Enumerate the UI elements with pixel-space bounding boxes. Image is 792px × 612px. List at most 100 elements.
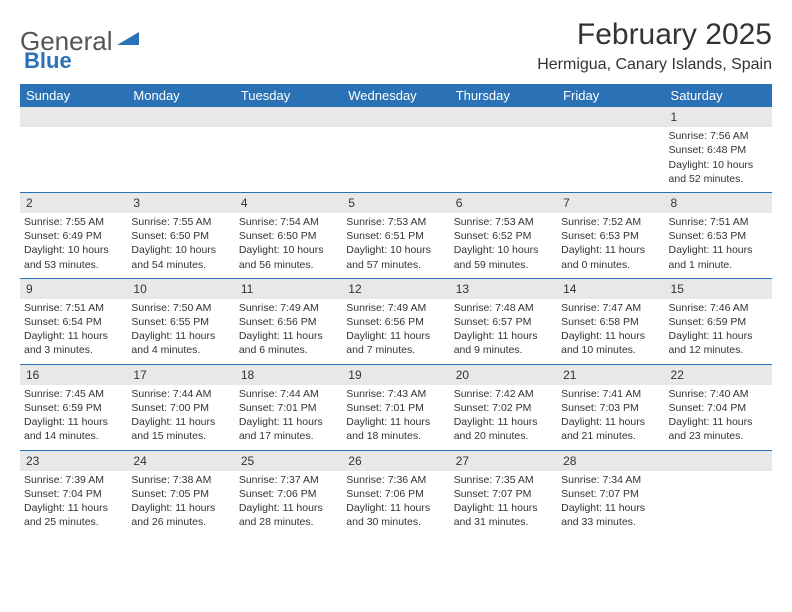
day-cell-line: Daylight: 11 hours and 30 minutes. [346, 501, 445, 529]
day-cell-line: Sunrise: 7:39 AM [24, 473, 123, 487]
logo-mark-icon [117, 21, 139, 52]
day-cell: Sunrise: 7:53 AMSunset: 6:51 PMDaylight:… [342, 213, 449, 278]
day-number: 6 [450, 192, 557, 213]
day-number: 16 [20, 364, 127, 385]
day-cell [557, 127, 664, 192]
day-cell-line: Sunrise: 7:35 AM [454, 473, 553, 487]
day-cell-line: Daylight: 11 hours and 7 minutes. [346, 329, 445, 357]
day-cell-line: Sunset: 6:50 PM [131, 229, 230, 243]
day-number: 14 [557, 278, 664, 299]
day-cell-line: Sunset: 6:48 PM [669, 143, 768, 157]
day-cell-line: Sunset: 7:04 PM [24, 487, 123, 501]
day-cell-line: Sunset: 7:01 PM [346, 401, 445, 415]
day-cell-line: Daylight: 10 hours and 53 minutes. [24, 243, 123, 271]
day-number-row: 232425262728 [20, 450, 772, 471]
day-cell-line: Sunset: 6:50 PM [239, 229, 338, 243]
day-number: 3 [127, 192, 234, 213]
day-number-row: 9101112131415 [20, 278, 772, 299]
day-cell-line: Daylight: 11 hours and 21 minutes. [561, 415, 660, 443]
day-cell-line: Sunrise: 7:54 AM [239, 215, 338, 229]
day-cell-line: Daylight: 11 hours and 26 minutes. [131, 501, 230, 529]
day-number [20, 107, 127, 127]
day-number: 21 [557, 364, 664, 385]
day-cell-line: Sunrise: 7:42 AM [454, 387, 553, 401]
day-cell-line: Daylight: 11 hours and 6 minutes. [239, 329, 338, 357]
calendar-table: Sunday Monday Tuesday Wednesday Thursday… [20, 84, 772, 535]
day-cell-line: Daylight: 11 hours and 33 minutes. [561, 501, 660, 529]
day-cell-line: Sunrise: 7:49 AM [346, 301, 445, 315]
day-cell-line: Sunrise: 7:44 AM [239, 387, 338, 401]
day-cell-line: Daylight: 11 hours and 9 minutes. [454, 329, 553, 357]
day-cell-line: Daylight: 11 hours and 15 minutes. [131, 415, 230, 443]
day-cell-line: Daylight: 10 hours and 52 minutes. [669, 158, 768, 186]
day-cell-line: Sunrise: 7:46 AM [669, 301, 768, 315]
day-cell: Sunrise: 7:34 AMSunset: 7:07 PMDaylight:… [557, 471, 664, 536]
day-cell-line: Sunrise: 7:53 AM [454, 215, 553, 229]
day-cell-line: Sunrise: 7:37 AM [239, 473, 338, 487]
day-cell-line: Sunset: 6:51 PM [346, 229, 445, 243]
day-cell: Sunrise: 7:40 AMSunset: 7:04 PMDaylight:… [665, 385, 772, 450]
day-cell-line: Sunset: 6:49 PM [24, 229, 123, 243]
day-cell-line: Sunset: 6:56 PM [239, 315, 338, 329]
day-cell: Sunrise: 7:43 AMSunset: 7:01 PMDaylight:… [342, 385, 449, 450]
day-number: 25 [235, 450, 342, 471]
day-cell-line: Sunrise: 7:34 AM [561, 473, 660, 487]
day-cell-line: Daylight: 11 hours and 1 minute. [669, 243, 768, 271]
day-cell-line: Daylight: 10 hours and 59 minutes. [454, 243, 553, 271]
day-cell-line: Daylight: 11 hours and 20 minutes. [454, 415, 553, 443]
day-cell: Sunrise: 7:37 AMSunset: 7:06 PMDaylight:… [235, 471, 342, 536]
day-number: 26 [342, 450, 449, 471]
day-number: 24 [127, 450, 234, 471]
day-number: 17 [127, 364, 234, 385]
day-number [342, 107, 449, 127]
day-cell-line: Daylight: 11 hours and 23 minutes. [669, 415, 768, 443]
day-header: Wednesday [342, 84, 449, 107]
day-cell-line: Daylight: 10 hours and 57 minutes. [346, 243, 445, 271]
day-cell: Sunrise: 7:38 AMSunset: 7:05 PMDaylight:… [127, 471, 234, 536]
day-cell-line: Sunset: 7:07 PM [454, 487, 553, 501]
day-number: 13 [450, 278, 557, 299]
day-number: 23 [20, 450, 127, 471]
day-number: 27 [450, 450, 557, 471]
day-content-row: Sunrise: 7:56 AMSunset: 6:48 PMDaylight:… [20, 127, 772, 192]
day-header: Friday [557, 84, 664, 107]
day-cell-line: Sunrise: 7:55 AM [131, 215, 230, 229]
day-header-row: Sunday Monday Tuesday Wednesday Thursday… [20, 84, 772, 107]
day-cell [235, 127, 342, 192]
day-cell: Sunrise: 7:52 AMSunset: 6:53 PMDaylight:… [557, 213, 664, 278]
day-cell-line: Sunrise: 7:49 AM [239, 301, 338, 315]
day-header: Thursday [450, 84, 557, 107]
day-cell-line: Daylight: 11 hours and 31 minutes. [454, 501, 553, 529]
day-cell-line: Sunrise: 7:51 AM [24, 301, 123, 315]
day-cell: Sunrise: 7:47 AMSunset: 6:58 PMDaylight:… [557, 299, 664, 364]
day-cell: Sunrise: 7:41 AMSunset: 7:03 PMDaylight:… [557, 385, 664, 450]
day-cell: Sunrise: 7:45 AMSunset: 6:59 PMDaylight:… [20, 385, 127, 450]
day-cell-line: Daylight: 11 hours and 28 minutes. [239, 501, 338, 529]
day-number: 28 [557, 450, 664, 471]
day-cell-line: Sunrise: 7:47 AM [561, 301, 660, 315]
day-number: 22 [665, 364, 772, 385]
day-number-row: 2345678 [20, 192, 772, 213]
day-cell-line: Sunrise: 7:51 AM [669, 215, 768, 229]
day-cell-line: Sunset: 7:02 PM [454, 401, 553, 415]
day-cell-line: Sunrise: 7:56 AM [669, 129, 768, 143]
day-cell-line: Sunrise: 7:55 AM [24, 215, 123, 229]
day-cell-line: Daylight: 10 hours and 54 minutes. [131, 243, 230, 271]
day-cell: Sunrise: 7:49 AMSunset: 6:56 PMDaylight:… [235, 299, 342, 364]
day-cell-line: Sunrise: 7:45 AM [24, 387, 123, 401]
day-number: 10 [127, 278, 234, 299]
day-cell-line: Sunrise: 7:43 AM [346, 387, 445, 401]
day-cell [450, 127, 557, 192]
day-content-row: Sunrise: 7:51 AMSunset: 6:54 PMDaylight:… [20, 299, 772, 364]
day-cell-line: Daylight: 11 hours and 0 minutes. [561, 243, 660, 271]
day-cell-line: Sunrise: 7:50 AM [131, 301, 230, 315]
day-cell-line: Sunrise: 7:40 AM [669, 387, 768, 401]
day-cell-line: Sunset: 7:00 PM [131, 401, 230, 415]
day-number: 5 [342, 192, 449, 213]
day-cell [127, 127, 234, 192]
day-cell-line: Daylight: 11 hours and 17 minutes. [239, 415, 338, 443]
day-cell-line: Sunset: 7:03 PM [561, 401, 660, 415]
location-subtitle: Hermigua, Canary Islands, Spain [537, 56, 772, 74]
day-number: 7 [557, 192, 664, 213]
day-cell-line: Sunset: 7:06 PM [239, 487, 338, 501]
